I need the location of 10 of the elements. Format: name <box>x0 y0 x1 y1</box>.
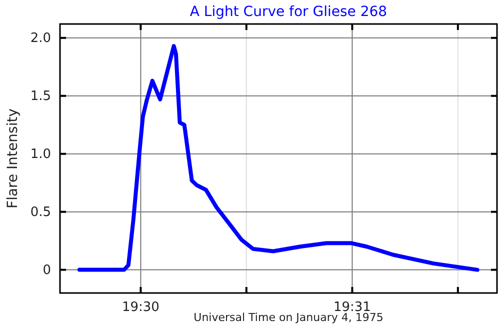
y-axis-title: Flare Intensity <box>5 108 21 208</box>
y-tick-label: 0.5 <box>30 204 51 220</box>
y-tick-label: 1.5 <box>30 89 51 104</box>
x-tick-label: 19:30 <box>122 300 160 316</box>
y-tick-label: 1.0 <box>30 147 51 162</box>
y-tick-label: 2.0 <box>30 31 51 46</box>
y-tick-label: 0 <box>42 262 51 278</box>
chart-title: A Light Curve for Gliese 268 <box>190 4 388 20</box>
line-series <box>77 44 480 272</box>
x-axis-title: Universal Time on January 4, 1975 <box>194 311 384 324</box>
